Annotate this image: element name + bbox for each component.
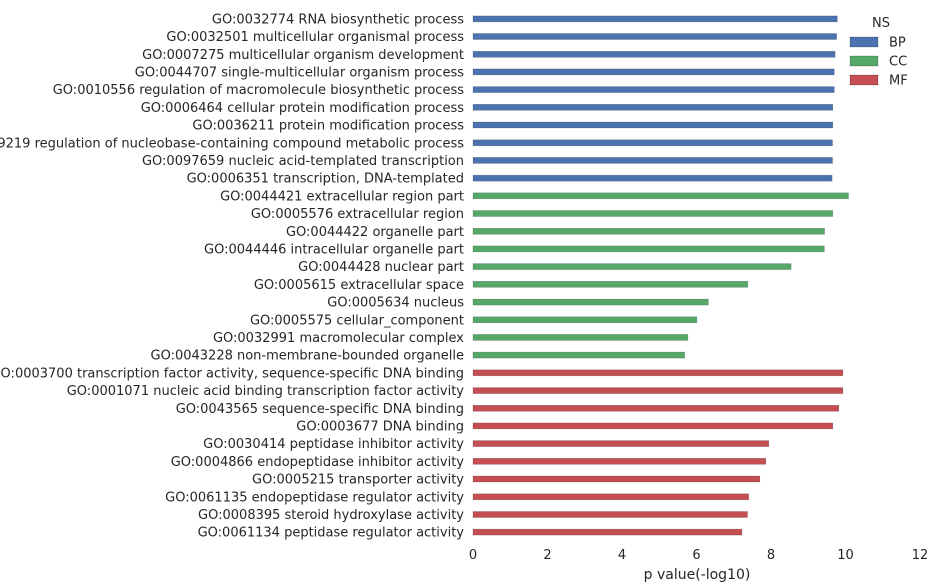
bar-go-0043228 bbox=[472, 351, 685, 359]
x-tick-label: 10 bbox=[837, 548, 854, 563]
bar-go-0001071 bbox=[472, 387, 844, 394]
legend-swatch-cc bbox=[849, 55, 879, 67]
category-label: GO:0044421 extracellular region part bbox=[220, 189, 464, 204]
category-label: GO:0019219 regulation of nucleobase-cont… bbox=[0, 136, 464, 151]
bar-go-0044422 bbox=[472, 228, 825, 235]
category-label: GO:0044707 single-multicellular organism… bbox=[135, 65, 464, 80]
category-label: GO:0008395 steroid hydroxylase activity bbox=[198, 508, 464, 523]
x-tick-label: 6 bbox=[692, 548, 700, 563]
legend-title: NS bbox=[872, 16, 890, 31]
bar-go-0003700 bbox=[472, 369, 844, 377]
x-axis-label: p value(-log10) bbox=[644, 567, 751, 583]
bar-go-0019219 bbox=[472, 139, 833, 147]
x-tick-labels-layer: 0 2 4 6 8 10 12 bbox=[469, 548, 928, 563]
category-label: GO:0005575 cellular_component bbox=[250, 313, 464, 328]
bar-go-0003677 bbox=[472, 422, 834, 430]
category-label: GO:0043565 sequence-specific DNA binding bbox=[176, 402, 464, 417]
bar-go-0043565 bbox=[472, 404, 840, 412]
bar-go-0006464 bbox=[472, 104, 834, 111]
category-label: GO:0030414 peptidase inhibitor activity bbox=[203, 437, 464, 452]
bar-go-0044421 bbox=[472, 192, 849, 200]
legend: NS BP CC MF bbox=[849, 16, 908, 89]
category-label: GO:0044428 nuclear part bbox=[298, 260, 464, 275]
category-label: GO:0061135 endopeptidase regulator activ… bbox=[165, 490, 464, 505]
category-label: GO:0036211 protein modification process bbox=[192, 119, 464, 134]
bar-go-0032501 bbox=[472, 33, 837, 40]
category-label: GO:0005634 nucleus bbox=[327, 296, 464, 311]
bar-go-0061134 bbox=[472, 528, 743, 536]
category-label: GO:0006351 transcription, DNA-templated bbox=[187, 172, 464, 187]
category-label: GO:0007275 multicellular organism develo… bbox=[142, 48, 464, 63]
x-tick-label: 4 bbox=[618, 548, 626, 563]
bar-go-0032774 bbox=[472, 15, 838, 23]
category-label: GO:0032774 RNA biosynthetic process bbox=[212, 12, 464, 27]
legend-label-cc: CC bbox=[889, 55, 907, 70]
category-label: GO:0004866 endopeptidase inhibitor activ… bbox=[171, 455, 465, 470]
x-tick-label: 2 bbox=[543, 548, 551, 563]
category-label: GO:0006464 cellular protein modification… bbox=[141, 101, 464, 116]
legend-label-mf: MF bbox=[889, 74, 908, 89]
legend-swatch-bp bbox=[849, 36, 879, 48]
bar-go-0008395 bbox=[472, 511, 748, 518]
category-label: GO:0010556 regulation of macromolecule b… bbox=[53, 83, 464, 98]
category-label: GO:0061134 peptidase regulator activity bbox=[198, 526, 465, 541]
category-label: GO:0043228 non-membrane-bounded organell… bbox=[151, 349, 465, 364]
category-label: GO:0005576 extracellular region bbox=[251, 207, 464, 222]
bars-layer bbox=[472, 15, 849, 536]
bar-go-0061135 bbox=[472, 493, 750, 501]
bar-go-0005634 bbox=[472, 298, 709, 306]
bar-go-0044428 bbox=[472, 263, 792, 270]
category-label: GO:0005215 transporter activity bbox=[252, 473, 464, 488]
bar-go-0030414 bbox=[472, 440, 770, 447]
bar-go-0032991 bbox=[472, 334, 689, 341]
category-label: GO:0001071 nucleic acid binding transcri… bbox=[67, 384, 465, 399]
bar-go-0036211 bbox=[472, 121, 834, 129]
bar-go-0010556 bbox=[472, 86, 835, 93]
x-tick-label: 12 bbox=[912, 548, 929, 563]
category-label: GO:0005615 extracellular space bbox=[254, 278, 464, 293]
category-label: GO:0032991 macromolecular complex bbox=[213, 331, 464, 346]
legend-label-bp: BP bbox=[889, 36, 906, 51]
bar-go-0006351 bbox=[472, 174, 833, 182]
bar-go-0005575 bbox=[472, 316, 698, 324]
bar-go-0004866 bbox=[472, 457, 767, 465]
bar-go-0044707 bbox=[472, 68, 835, 76]
bar-go-0005615 bbox=[472, 280, 749, 288]
bar-go-0005215 bbox=[472, 475, 761, 483]
category-labels-layer: GO:0032774 RNA biosynthetic process GO:00… bbox=[0, 12, 464, 540]
category-label: GO:0097659 nucleic acid-templated transc… bbox=[142, 154, 464, 169]
bar-go-0007275 bbox=[472, 50, 836, 58]
x-tick-label: 0 bbox=[469, 548, 477, 563]
category-label: GO:0003700 transcription factor activity… bbox=[0, 366, 464, 381]
legend-swatch-mf bbox=[849, 74, 879, 86]
category-label: GO:0044422 organelle part bbox=[286, 225, 464, 240]
bar-go-0005576 bbox=[472, 210, 834, 217]
x-tick-label: 8 bbox=[767, 548, 775, 563]
bar-go-0097659 bbox=[472, 157, 833, 164]
category-label: GO:0003677 DNA binding bbox=[296, 419, 464, 434]
bar-go-0044446 bbox=[472, 245, 825, 253]
category-label: GO:0032501 multicellular organismal proc… bbox=[166, 30, 464, 45]
category-label: GO:0044446 intracellular organelle part bbox=[204, 242, 464, 257]
